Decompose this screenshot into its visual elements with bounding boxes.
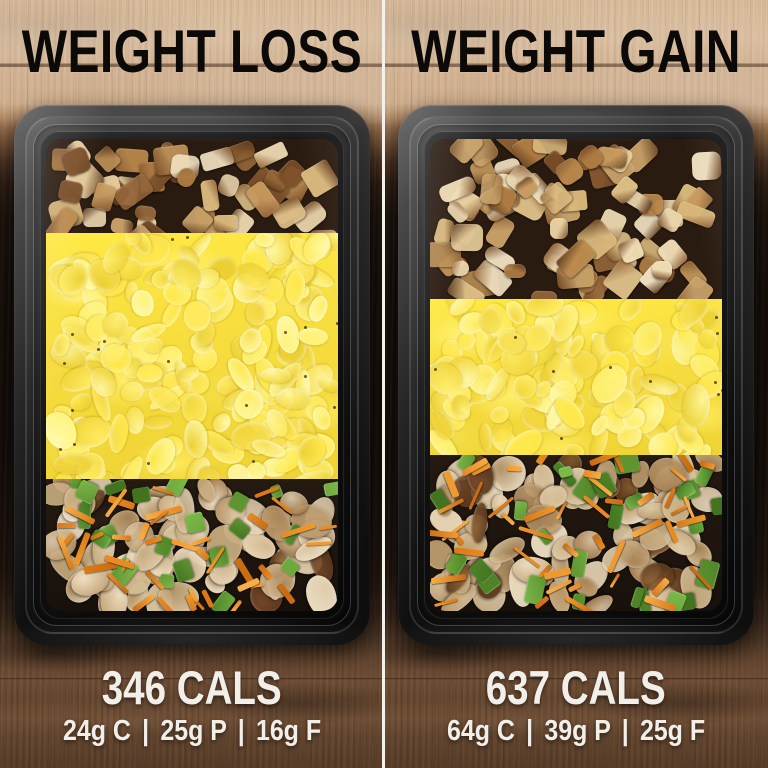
- potato-cube: [213, 214, 239, 231]
- shredded-carrot: [56, 523, 76, 528]
- macro-separator-right-1: |: [526, 715, 534, 747]
- egg-pepper-fleck: [304, 374, 308, 378]
- egg-pepper-fleck: [716, 393, 720, 397]
- potato-cube: [82, 208, 107, 228]
- macros-left: 24g C | 25g P | 16g F: [63, 717, 321, 746]
- potato-cube: [479, 173, 503, 206]
- stats-block-right: 637 CALS 64g C | 39g P | 25g F: [384, 664, 768, 746]
- macro-fat-right: 25g F: [639, 715, 706, 747]
- food-well-right: [430, 139, 722, 611]
- egg-pepper-fleck: [71, 332, 74, 336]
- egg-pepper-fleck: [185, 236, 189, 240]
- food-sausage-peppers-right: [430, 455, 722, 611]
- potato-cube: [483, 213, 516, 251]
- macro-separator-left-2: |: [237, 715, 245, 747]
- egg-pepper-fleck: [58, 448, 62, 452]
- headline-weight-gain: WEIGHT GAIN: [411, 18, 741, 85]
- egg-pepper-fleck: [648, 379, 652, 383]
- egg-pepper-fleck: [333, 406, 337, 410]
- macro-fat-left: 16g F: [255, 715, 322, 747]
- green-pepper-piece: [131, 486, 152, 504]
- food-scrambled-eggs-left: [46, 233, 338, 489]
- egg-pepper-fleck: [552, 370, 556, 374]
- macro-protein-left: 25g P: [160, 715, 227, 747]
- panel-divider: [382, 0, 385, 768]
- potato-cube: [199, 145, 236, 172]
- food-roasted-potatoes-right: [430, 139, 722, 309]
- egg-pepper-fleck: [609, 365, 613, 369]
- macros-right: 64g C | 39g P | 25g F: [447, 717, 705, 746]
- food-sausage-peppers-left: [46, 478, 338, 611]
- potato-cube: [134, 204, 157, 222]
- egg-pepper-fleck: [170, 238, 174, 242]
- potato-cube: [504, 263, 526, 279]
- egg-curd: [136, 363, 163, 383]
- egg-pepper-fleck: [713, 381, 717, 385]
- shredded-carrot: [609, 572, 621, 588]
- macro-protein-right: 39g P: [544, 715, 611, 747]
- egg-pepper-fleck: [96, 348, 100, 352]
- egg-pepper-fleck: [714, 316, 718, 320]
- egg-pepper-fleck: [514, 335, 518, 339]
- egg-pepper-fleck: [245, 403, 249, 407]
- egg-pepper-fleck: [720, 389, 722, 393]
- egg-pepper-fleck: [433, 368, 437, 372]
- headline-weight-loss: WEIGHT LOSS: [21, 18, 363, 85]
- potato-cube: [253, 140, 289, 169]
- wood-plank-seam-left: [0, 678, 384, 681]
- egg-curd: [182, 419, 209, 459]
- egg-curd: [143, 414, 173, 431]
- shredded-carrot: [500, 512, 516, 527]
- egg-curd: [125, 406, 145, 434]
- egg-pepper-fleck: [103, 339, 106, 343]
- egg-curd: [614, 299, 647, 326]
- macro-carbs-left: 24g C: [62, 715, 131, 747]
- green-pepper-piece: [709, 496, 722, 516]
- meal-tray-left: [14, 105, 370, 645]
- meal-tray-right: [398, 105, 754, 645]
- egg-pepper-fleck: [73, 443, 76, 447]
- egg-pepper-fleck: [303, 325, 307, 329]
- egg-pepper-fleck: [146, 462, 150, 466]
- egg-pepper-fleck: [560, 437, 563, 441]
- calories-left: 346 CALS: [102, 661, 282, 714]
- potato-cube: [651, 260, 673, 279]
- wood-plank-seam-right: [384, 678, 768, 681]
- macro-separator-left-1: |: [142, 715, 150, 747]
- egg-pepper-fleck: [715, 332, 719, 336]
- sausage-crumble: [300, 571, 338, 611]
- green-pepper-piece: [323, 481, 338, 498]
- egg-pepper-fleck: [166, 360, 170, 364]
- potato-cube: [450, 223, 484, 251]
- food-roasted-potatoes-left: [46, 139, 338, 243]
- food-scrambled-eggs-right: [430, 299, 722, 465]
- egg-pepper-fleck: [62, 361, 66, 365]
- food-well-left: [46, 139, 338, 611]
- egg-pepper-fleck: [71, 408, 75, 412]
- potato-cube: [691, 151, 722, 181]
- potato-cube: [549, 218, 568, 240]
- egg-pepper-fleck: [283, 331, 287, 335]
- egg-pepper-fleck: [335, 322, 338, 326]
- panel-weight-gain: WEIGHT GAIN 637 CALS 64g C | 39g P | 25g…: [384, 0, 768, 768]
- macro-separator-right-2: |: [621, 715, 629, 747]
- stats-block-left: 346 CALS 24g C | 25g P | 16g F: [0, 664, 384, 746]
- wood-grain-top-right: [384, 0, 768, 123]
- calories-right: 637 CALS: [486, 661, 666, 714]
- panel-weight-loss: WEIGHT LOSS 346 CALS 24g C | 25g P | 16g…: [0, 0, 384, 768]
- egg-pepper-fleck: [252, 460, 256, 464]
- potato-cube: [200, 178, 221, 212]
- wood-grain-top-left: [0, 0, 384, 123]
- macro-carbs-right: 64g C: [446, 715, 515, 747]
